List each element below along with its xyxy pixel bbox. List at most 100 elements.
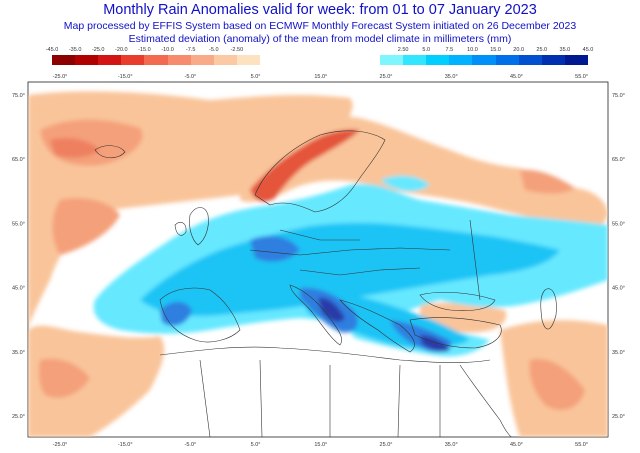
pos-label: 15.0	[490, 47, 501, 53]
coastline-caspian	[540, 288, 557, 330]
longitude-label-top: 15.0°	[314, 74, 327, 80]
coastline-red-sea	[459, 364, 513, 437]
longitude-label-bottom: 25.0°	[380, 442, 393, 448]
longitude-label-bottom: 15.0°	[314, 442, 327, 448]
dry-area-atlantic-south	[28, 325, 165, 437]
neg-label: -5.0	[209, 47, 219, 53]
dry-strong-norway	[250, 129, 360, 202]
pos-label: 7.5	[445, 47, 454, 53]
coastline-turkey	[409, 317, 502, 349]
coastline-iceland	[94, 145, 126, 159]
neg-label: -45.0	[45, 47, 59, 53]
latitude-label-left: 25.0°	[12, 414, 25, 420]
dry-strong-atlantic	[50, 138, 100, 158]
latitude-label-right: 45.0°	[612, 286, 625, 292]
longitude-label-top: 5.0°	[251, 74, 261, 80]
neg-swatch	[121, 55, 145, 65]
pos-label: 25.0	[536, 47, 548, 53]
border-lines-europe	[249, 219, 481, 301]
longitude-label-bottom: 55.0°	[575, 442, 588, 448]
dry-patch-atlantic-2	[52, 198, 120, 255]
pos-swatch	[403, 55, 427, 65]
neg-swatch	[167, 55, 192, 65]
latitude-labels: 75.0° 75.0° 65.0° 65.0° 55.0° 55.0° 45.0° 45.0°…	[12, 93, 625, 420]
neg-label: -20.0	[115, 47, 128, 53]
negative-anomaly-legend: -45.0 -35.0 -25.0 -20.0 -15.0 -10.0 -7.5 -5.0 -2…	[46, 47, 261, 67]
border-lines-africa	[199, 359, 441, 437]
longitude-label-top: -15.0°	[118, 74, 133, 80]
dry-patch-arabia	[529, 359, 585, 410]
coastline-britain	[189, 207, 209, 246]
pos-swatch	[449, 55, 473, 65]
neg-swatch	[213, 55, 238, 65]
coastline-scandinavia	[254, 130, 386, 213]
pos-swatch	[426, 55, 450, 65]
longitude-label-bottom: -25.0°	[53, 442, 68, 448]
pos-label: 5.0	[422, 47, 431, 53]
pos-swatch	[518, 55, 543, 65]
latitude-label-left: 75.0°	[12, 93, 25, 99]
latitude-label-right: 25.0°	[612, 414, 625, 420]
neg-label: -7.5	[185, 47, 196, 53]
wet-area-iceland	[380, 175, 430, 192]
longitude-label-bottom: 35.0°	[445, 442, 458, 448]
pos-label: 10.0	[467, 47, 478, 53]
wet-area-strong-central	[250, 235, 300, 262]
longitude-label-bottom: 45.0°	[510, 442, 523, 448]
dry-patch-morocco	[38, 358, 90, 398]
neg-swatch	[98, 55, 122, 65]
longitude-label-top: 55.0°	[575, 74, 588, 80]
pos-swatch	[380, 55, 404, 65]
pos-swatch	[472, 55, 497, 65]
wet-area-extreme-italy	[318, 297, 345, 322]
pos-swatch	[564, 55, 589, 65]
neg-swatch	[236, 55, 261, 65]
dry-patch-east	[520, 169, 575, 194]
pos-label: 2.50	[397, 47, 409, 53]
longitude-label-bottom: -15.0°	[118, 442, 133, 448]
pos-label: 20.0	[513, 47, 525, 53]
coastline-balkans-greece	[339, 299, 415, 353]
neg-swatch	[52, 55, 76, 65]
longitude-label-top: -25.0°	[53, 74, 68, 80]
latitude-label-right: 55.0°	[612, 221, 625, 227]
coastline-black-sea	[419, 291, 496, 311]
neg-label: -15.0	[138, 47, 151, 53]
neg-label: -25.0	[91, 47, 105, 53]
latitude-label-left: 55.0°	[12, 221, 25, 227]
longitude-label-top: 45.0°	[510, 74, 523, 80]
units-note: Estimated deviation (anomaly) of the mea…	[128, 33, 512, 45]
longitude-label-top: 35.0°	[445, 74, 458, 80]
neg-label: -2.50	[230, 47, 244, 53]
latitude-label-left: 35.0°	[12, 350, 25, 356]
wet-area-extreme-greece	[420, 335, 450, 352]
coastlines	[94, 130, 557, 437]
pos-swatch	[541, 55, 566, 65]
neg-label: -10.0	[161, 47, 174, 53]
latitude-label-right: 75.0°	[612, 93, 625, 99]
coastline-italy	[289, 284, 342, 346]
latitude-label-left: 65.0°	[12, 157, 25, 163]
latitude-label-left: 45.0°	[12, 286, 25, 292]
coastline-iberia	[159, 287, 241, 343]
neg-label: -35.0	[68, 47, 82, 53]
map-title: Monthly Rain Anomalies valid for week: f…	[103, 2, 537, 18]
pos-label: 35.0	[559, 47, 571, 53]
longitude-labels: -25.0° -25.0° -15.0° -15.0° -5.0° -5.0° 5.0° 5.…	[53, 74, 588, 448]
wet-area-mid	[140, 222, 560, 317]
pos-swatch	[495, 55, 520, 65]
coastline-north-africa	[159, 346, 491, 364]
longitude-label-bottom: 5.0°	[251, 442, 261, 448]
positive-anomaly-legend: 2.50 5.0 7.5 10.0 15.0 20.0 25.0 35.0 45.0	[380, 47, 593, 67]
pos-label: 45.0	[582, 47, 594, 53]
map-subtitle: Map processed by EFFIS System based on E…	[63, 20, 577, 32]
longitude-label-bottom: -5.0°	[185, 442, 197, 448]
latitude-label-right: 65.0°	[612, 157, 625, 163]
neg-swatch	[75, 55, 99, 65]
neg-swatch	[190, 55, 215, 65]
coastline-ireland	[174, 222, 187, 236]
neg-swatch	[144, 55, 169, 65]
longitude-label-top: -5.0°	[185, 74, 197, 80]
longitude-label-top: 25.0°	[380, 74, 393, 80]
